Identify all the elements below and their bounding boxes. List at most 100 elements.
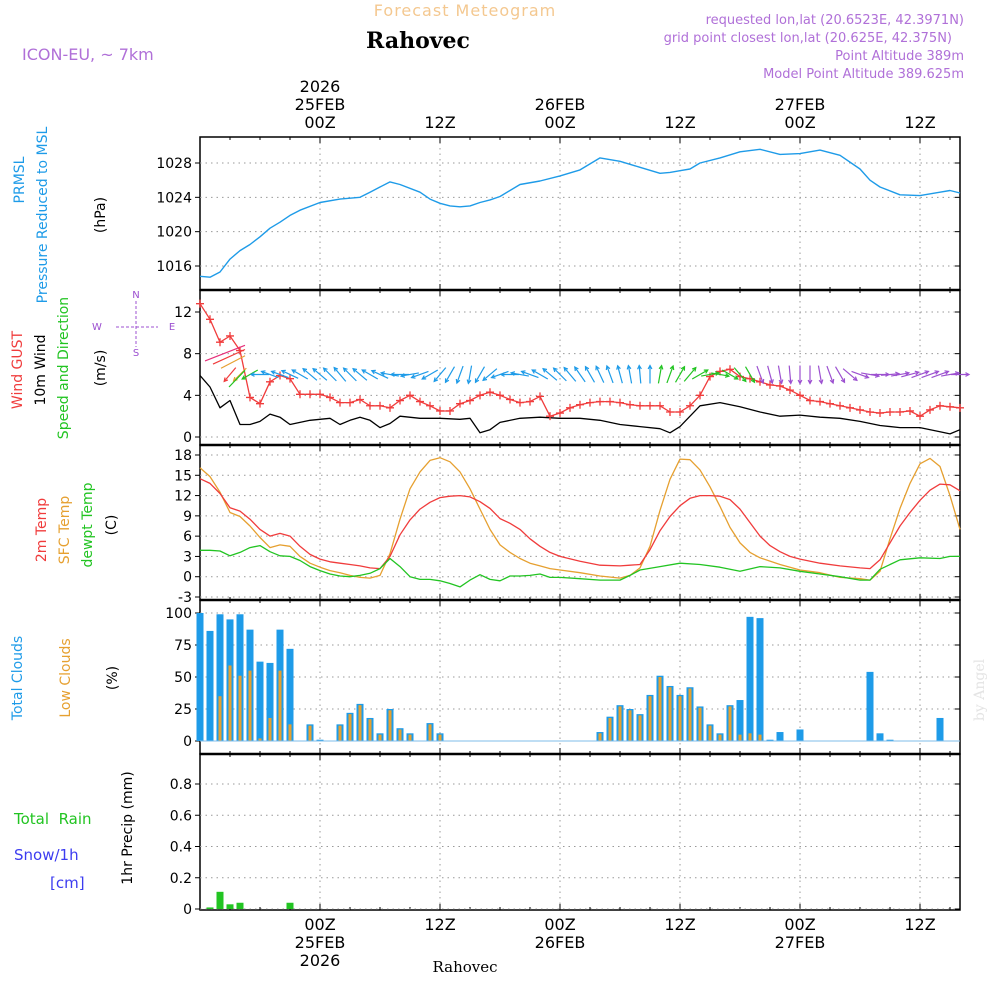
wind-arrow xyxy=(212,348,246,365)
precip-labels: Total Rain Snow/1h [cm] 1hr Precip (mm) xyxy=(13,771,136,892)
wind-arrow-head xyxy=(499,372,505,377)
low-cloud-bar xyxy=(728,706,732,741)
total-cloud-bar xyxy=(206,630,214,741)
wind-arrow-head xyxy=(703,369,709,374)
y-tick-label: 0.8 xyxy=(170,777,192,793)
wind-arrow-head xyxy=(520,370,526,375)
wind-arrow xyxy=(421,369,439,380)
pressure-msl-label: Pressure Reduced to MSL xyxy=(35,126,51,303)
total-cloud-bar xyxy=(866,671,874,741)
low-cloud-bar xyxy=(268,717,272,741)
wind-arrow-head xyxy=(944,370,950,375)
low-cloud-bar xyxy=(228,665,232,741)
wind-arrow-head xyxy=(914,370,920,376)
wind-arrow xyxy=(343,367,357,382)
gust-marker xyxy=(446,406,454,415)
low-cloud-label: Low Clouds xyxy=(58,638,74,717)
wind-arrow-head xyxy=(778,379,784,385)
wind-arrow-head xyxy=(750,378,756,384)
wind-arrow xyxy=(891,372,909,377)
total-cloud-bar xyxy=(876,733,884,741)
y-tick-label: 0 xyxy=(183,570,192,586)
y-tick-label: 0.4 xyxy=(170,840,192,856)
gust-line xyxy=(199,303,961,417)
gust-marker xyxy=(486,388,494,397)
gust-marker xyxy=(346,398,354,407)
wind-arrow-head xyxy=(769,379,774,385)
wind-arrow xyxy=(352,368,368,381)
rain-label: Total Rain xyxy=(13,810,92,828)
wind-arrow-head xyxy=(433,377,439,383)
low-cloud-bar xyxy=(708,725,712,741)
wind-arrow xyxy=(733,367,747,382)
wind-arrow xyxy=(361,369,379,380)
wind-arrow xyxy=(744,366,756,383)
wind-arrow xyxy=(606,365,614,384)
gust-marker xyxy=(586,398,594,407)
top-year-label: 2026 xyxy=(300,77,341,96)
location-title: Rahovec xyxy=(366,28,470,54)
low-cloud-bar xyxy=(678,696,682,741)
wind-arrow xyxy=(542,368,558,381)
y-tick-label: 15 xyxy=(174,468,192,484)
low-cloud-bar xyxy=(668,687,672,741)
low-cloud-bar xyxy=(658,677,662,741)
gust-marker xyxy=(286,374,294,383)
wind-arrow xyxy=(531,369,549,380)
credit-label: by Angel xyxy=(972,658,988,721)
wind-arrow-head xyxy=(563,366,569,372)
wind-arrow-head xyxy=(605,364,611,371)
wind-arrow-head xyxy=(759,378,765,385)
low-cloud-bar xyxy=(258,738,262,741)
low-cloud-bar xyxy=(338,725,342,741)
total-cloud-bar xyxy=(736,700,744,741)
wind-arrow-head xyxy=(626,364,632,370)
temp2m-line xyxy=(199,478,961,570)
gust-marker xyxy=(836,401,844,410)
gust-marker xyxy=(316,390,324,399)
low-cloud-bar xyxy=(758,734,762,741)
gust-marker xyxy=(546,412,554,421)
low-cloud-bar xyxy=(238,675,242,741)
wind-arrow-head xyxy=(924,370,930,375)
gust-marker xyxy=(686,401,694,410)
rain-bar xyxy=(216,891,224,909)
wind-arrow xyxy=(777,365,783,384)
wind-arrow xyxy=(411,370,429,379)
wind-arrow-head xyxy=(342,367,348,373)
wind-labels: Wind GUST 10m Wind Speed and Direction (… xyxy=(10,297,109,439)
wind-arrow xyxy=(204,344,246,362)
wind-arrow-head xyxy=(904,371,911,376)
low-cloud-bar xyxy=(408,734,412,741)
wind-arrow xyxy=(638,365,642,384)
rain-bar xyxy=(226,904,234,909)
gust-marker xyxy=(636,401,644,410)
wind-arrow-head xyxy=(312,367,318,373)
y-tick-label: 75 xyxy=(174,638,192,654)
gust-marker xyxy=(776,381,784,390)
wind-arrow-head xyxy=(482,376,488,382)
wind-arrow-head xyxy=(818,379,824,385)
low-cloud-bar xyxy=(438,734,442,741)
gust-marker xyxy=(206,315,214,324)
wind-arrow-head xyxy=(249,372,255,377)
top-hour-label: 00Z xyxy=(784,113,815,132)
top-date-label: 27FEB xyxy=(775,95,826,114)
wind-arrow-head xyxy=(934,370,940,375)
precip-axis-label: 1hr Precip (mm) xyxy=(120,771,136,884)
y-tick-label: 4 xyxy=(183,388,192,404)
wind-arrow-head xyxy=(864,374,870,379)
bottom-date-label: 26FEB xyxy=(535,933,586,952)
gust-marker xyxy=(926,405,934,414)
gust-marker xyxy=(306,390,314,399)
low-cloud-bar xyxy=(358,705,362,741)
gust-marker xyxy=(536,392,544,401)
wind-arrow xyxy=(788,365,792,384)
wind-arrow-head xyxy=(455,378,461,385)
gust-marker xyxy=(816,397,824,406)
top-hour-label: 12Z xyxy=(904,113,935,132)
wind-arrow xyxy=(756,365,764,384)
gust-marker xyxy=(336,398,344,407)
wind-arrow-head xyxy=(333,366,339,372)
